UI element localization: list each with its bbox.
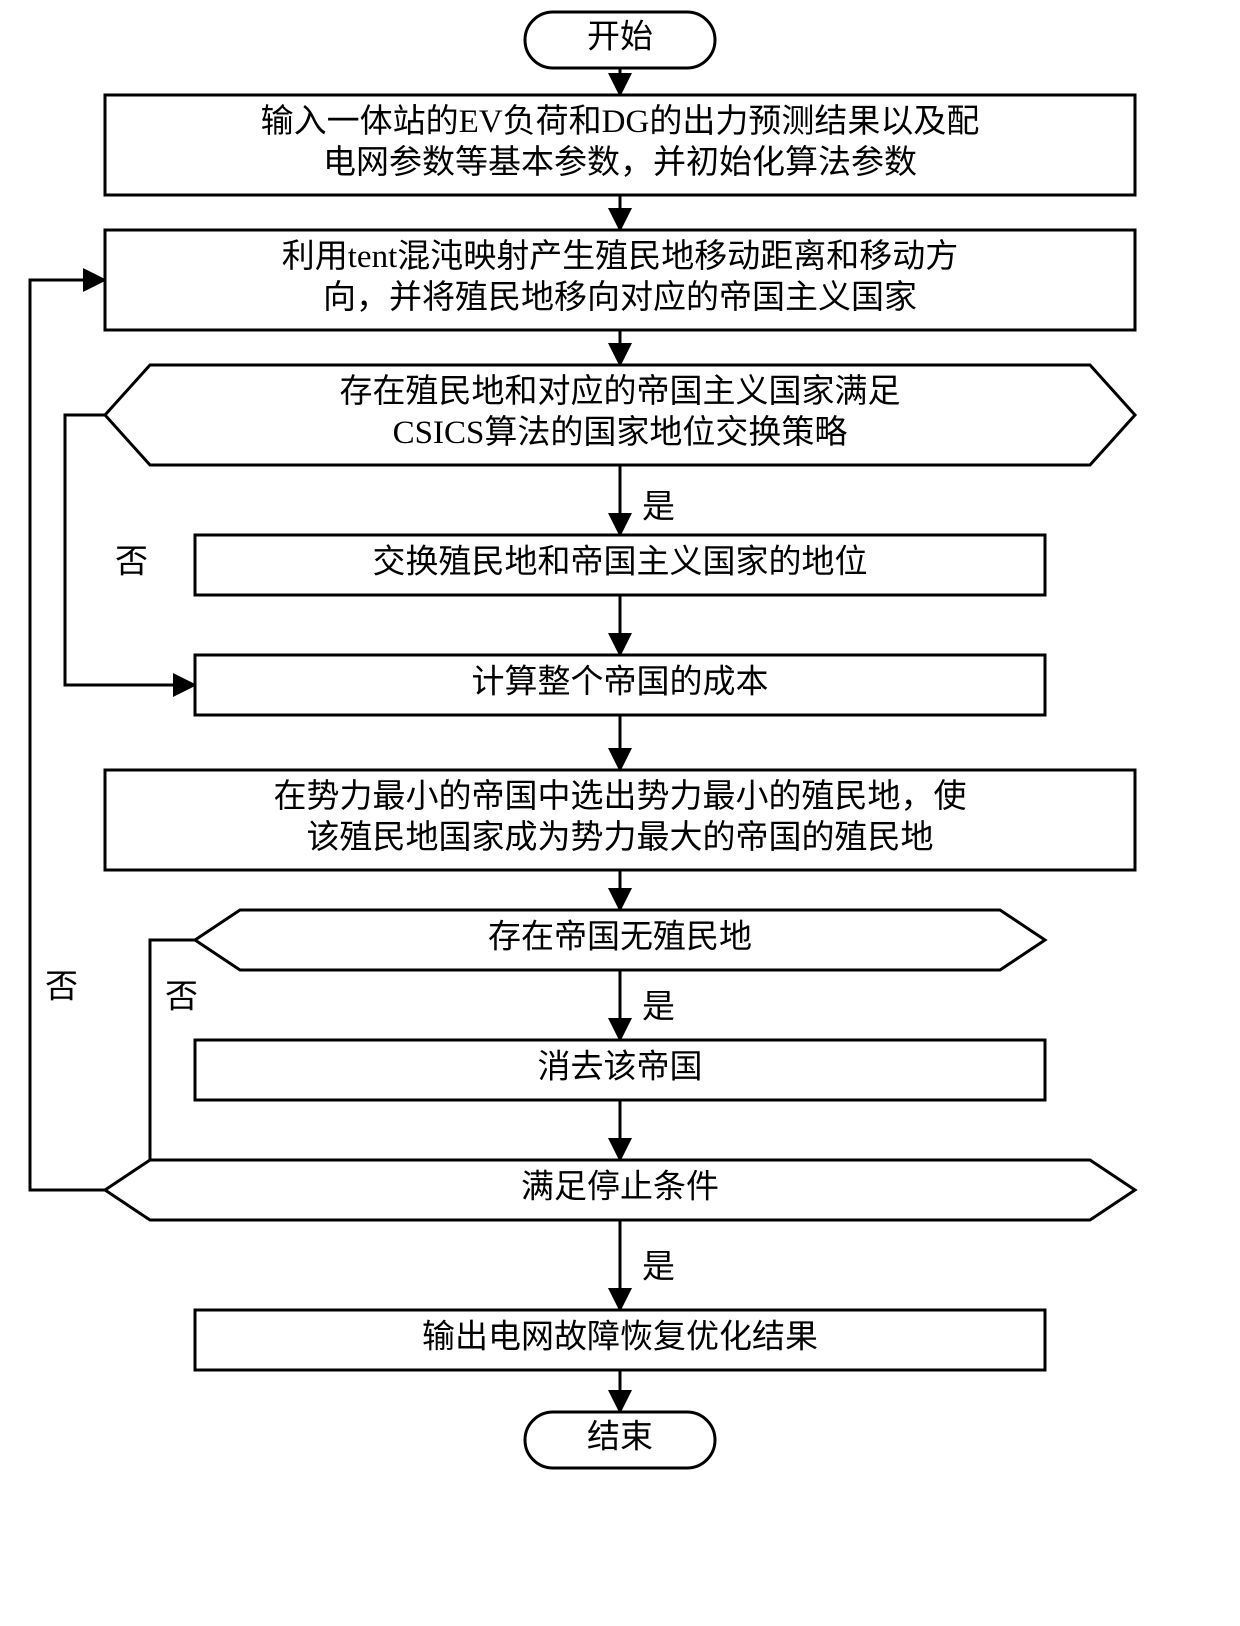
edge-label-d_csics-to-p_swap: 是	[642, 490, 675, 526]
node-p_out: 输出电网故障恢复优化结果	[195, 1310, 1045, 1370]
edge-label-d_csics-to-p_cost: 否	[115, 545, 148, 581]
flowchart-canvas: 是是是否否否开始输入一体站的EV负荷和DG的出力预测结果以及配电网参数等基本参数…	[0, 0, 1240, 1626]
node-text-p_input-line1: 电网参数等基本参数，并初始化算法参数	[323, 144, 917, 181]
node-p_swap: 交换殖民地和帝国主义国家的地位	[195, 535, 1045, 595]
node-p_select: 在势力最小的帝国中选出势力最小的殖民地，使该殖民地国家成为势力最大的帝国的殖民地	[105, 770, 1135, 870]
node-text-d_nocol-line0: 存在帝国无殖民地	[488, 919, 752, 956]
node-p_cost: 计算整个帝国的成本	[195, 655, 1045, 715]
edge-label-d_stop-to-p_tent: 否	[45, 970, 78, 1006]
node-p_input: 输入一体站的EV负荷和DG的出力预测结果以及配电网参数等基本参数，并初始化算法参…	[105, 95, 1135, 195]
node-text-p_tent-line1: 向，并将殖民地移向对应的帝国主义国家	[323, 279, 917, 316]
node-text-p_swap-line0: 交换殖民地和帝国主义国家的地位	[373, 544, 868, 581]
node-text-p_select-line1: 该殖民地国家成为势力最大的帝国的殖民地	[307, 819, 934, 856]
node-text-p_tent-line0: 利用tent混沌映射产生殖民地移动距离和移动方	[282, 238, 958, 275]
edge-label-d_stop-to-p_out: 是	[642, 1250, 675, 1286]
node-start: 开始	[525, 12, 715, 68]
node-d_csics: 存在殖民地和对应的帝国主义国家满足 CSICS算法的国家地位交换策略	[105, 365, 1135, 465]
node-text-p_elim-line0: 消去该帝国	[538, 1049, 703, 1086]
node-text-p_out-line0: 输出电网故障恢复优化结果	[422, 1319, 818, 1356]
node-text-d_csics-line1: CSICS算法的国家地位交换策略	[393, 414, 848, 451]
node-text-p_cost-line0: 计算整个帝国的成本	[472, 664, 769, 701]
node-p_elim: 消去该帝国	[195, 1040, 1045, 1100]
node-text-p_select-line0: 在势力最小的帝国中选出势力最小的殖民地，使	[274, 778, 967, 815]
node-text-start-line0: 开始	[587, 19, 653, 56]
node-text-d_stop-line0: 满足停止条件	[521, 1169, 719, 1206]
node-text-end-line0: 结束	[587, 1419, 653, 1456]
node-d_nocol: 存在帝国无殖民地	[195, 910, 1045, 970]
node-p_tent: 利用tent混沌映射产生殖民地移动距离和移动方向，并将殖民地移向对应的帝国主义国…	[105, 230, 1135, 330]
edge-label-d_nocol-to-p_elim: 是	[642, 990, 675, 1026]
node-text-p_input-line0: 输入一体站的EV负荷和DG的出力预测结果以及配	[261, 103, 980, 140]
edge-label-d_nocol-to-d_stop: 否	[165, 980, 198, 1016]
node-text-d_csics-line0: 存在殖民地和对应的帝国主义国家满足	[340, 373, 901, 410]
edge-d_nocol-to-d_stop	[105, 940, 195, 1190]
node-end: 结束	[525, 1412, 715, 1468]
node-d_stop: 满足停止条件	[105, 1160, 1135, 1220]
